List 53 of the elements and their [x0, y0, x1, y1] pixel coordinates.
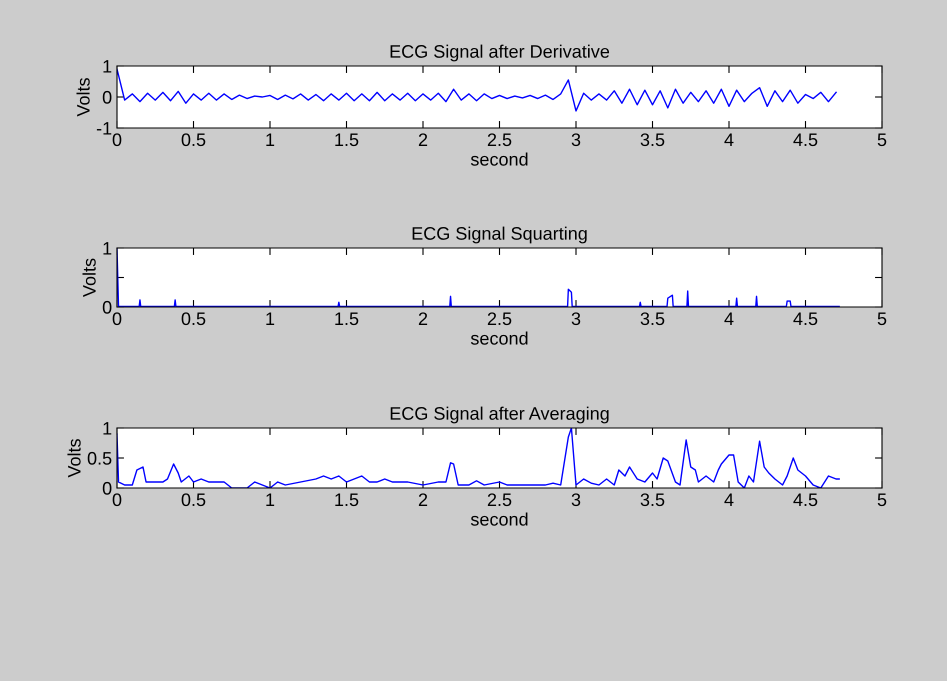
- x-tick-label: 3: [572, 312, 580, 326]
- chart-title: ECG Signal Squarting: [412, 226, 587, 244]
- x-tick-label: 2: [418, 312, 428, 325]
- x-tick-label: 4.5: [793, 134, 818, 146]
- x-tick-label: 3: [572, 133, 580, 146]
- x-tick-label: 2.5: [488, 312, 512, 326]
- y-tick-label: -1: [96, 122, 112, 135]
- x-tick-label: 2.5: [488, 133, 512, 146]
- x-tick-label: 1: [266, 312, 274, 325]
- chart-title: ECG Signal after Averaging: [390, 406, 609, 424]
- y-tick-label: 0: [102, 90, 112, 104]
- line-series: [117, 68, 837, 112]
- x-tick-label: 2: [418, 133, 428, 146]
- x-tick-label: 3.5: [640, 312, 664, 326]
- x-tick-label: 2: [418, 493, 428, 506]
- line-series: [117, 248, 840, 307]
- x-tick-label: 5: [878, 134, 886, 146]
- x-tick-label: 1: [266, 494, 274, 506]
- x-tick-label: 0.5: [182, 493, 206, 506]
- y-axis-title: Volts: [82, 258, 96, 297]
- y-tick-label: 1: [103, 60, 112, 73]
- y-tick-label: 0: [102, 482, 112, 495]
- x-tick-label: 4: [724, 312, 734, 325]
- x-tick-label: 3.5: [640, 493, 664, 506]
- x-tick-label: 1.5: [335, 134, 358, 146]
- x-tick-label: 5: [878, 312, 886, 326]
- x-tick-label: 4.5: [793, 312, 818, 326]
- y-tick-label: 1: [103, 422, 112, 435]
- x-tick-label: 3: [572, 493, 580, 506]
- x-tick-label: 4.5: [793, 494, 818, 506]
- x-tick-label: 1.5: [335, 312, 358, 326]
- x-axis-title: second: [470, 512, 528, 526]
- x-tick-label: 1.5: [335, 494, 358, 506]
- x-tick-label: 2.5: [488, 493, 512, 506]
- y-axis-title: Volts: [76, 78, 90, 116]
- x-tick-label: 0.5: [182, 133, 206, 146]
- chart-title: ECG Signal after Derivative: [390, 44, 610, 62]
- x-tick-label: 0: [112, 312, 122, 326]
- y-tick-label: 0: [102, 300, 112, 314]
- line-series: [117, 428, 840, 488]
- x-tick-label: 1: [266, 134, 274, 146]
- x-axis-title: second: [470, 152, 528, 166]
- x-tick-label: 3.5: [640, 133, 664, 146]
- x-tick-label: 5: [878, 494, 886, 506]
- x-tick-label: 0.5: [182, 312, 206, 326]
- y-tick-label: 0.5: [88, 452, 112, 465]
- x-tick-label: 4: [724, 134, 734, 146]
- x-tick-label: 0: [112, 493, 122, 506]
- y-tick-label: 1: [103, 242, 112, 255]
- x-axis-title: second: [470, 331, 528, 345]
- x-tick-label: 4: [724, 494, 734, 506]
- y-axis-title: Volts: [67, 439, 81, 478]
- x-tick-label: 0: [112, 133, 122, 146]
